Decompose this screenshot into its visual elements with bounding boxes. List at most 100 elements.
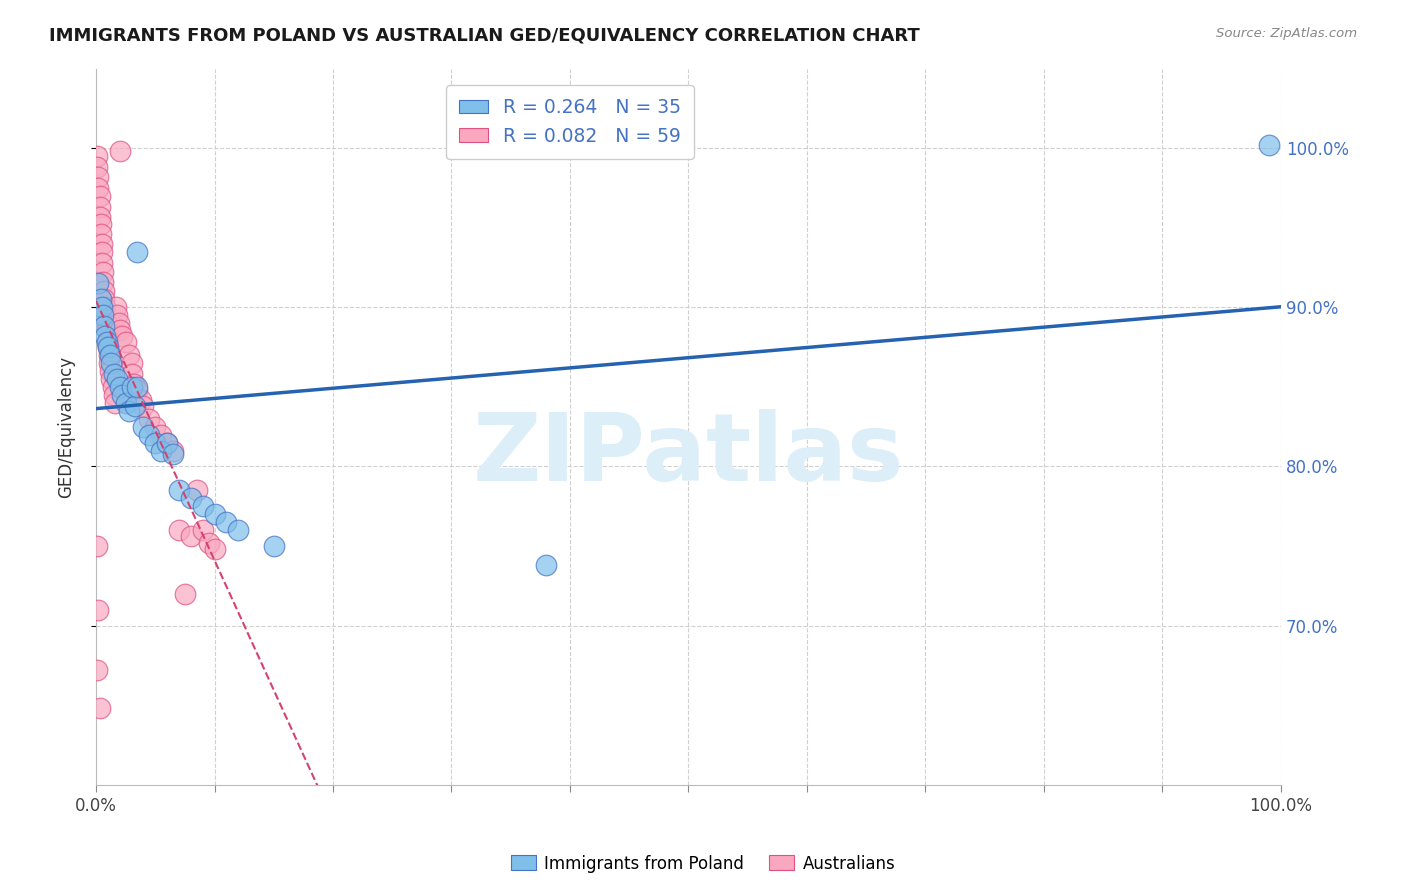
Point: [108, 380, 131, 394]
Point: [127, 244, 149, 259]
Point: [111, 329, 134, 343]
Point: [89, 210, 111, 224]
Point: [90, 293, 112, 307]
Point: [215, 515, 238, 529]
Point: [204, 542, 226, 557]
Point: [101, 380, 124, 394]
Point: [91, 300, 114, 314]
Point: [132, 419, 155, 434]
Point: [86, 539, 108, 553]
Point: [100, 356, 122, 370]
Point: [129, 392, 152, 407]
Point: [118, 348, 141, 362]
Point: [91, 244, 114, 259]
Point: [87, 169, 110, 184]
Point: [162, 447, 184, 461]
Point: [103, 367, 125, 381]
Point: [114, 335, 136, 350]
Point: [98, 356, 121, 370]
Legend: Immigrants from Poland, Australians: Immigrants from Poland, Australians: [505, 848, 901, 880]
Point: [87, 277, 110, 291]
Point: [86, 160, 108, 174]
Point: [156, 435, 179, 450]
Point: [89, 701, 111, 715]
Point: [96, 316, 118, 330]
Point: [143, 419, 166, 434]
Point: [97, 340, 120, 354]
Point: [100, 372, 122, 386]
Text: ZIPatlas: ZIPatlas: [472, 409, 904, 501]
Point: [91, 236, 114, 251]
Point: [89, 189, 111, 203]
Legend: R = 0.264   N = 35, R = 0.082   N = 59: R = 0.264 N = 35, R = 0.082 N = 59: [446, 85, 693, 159]
Point: [127, 380, 149, 394]
Point: [94, 308, 117, 322]
Point: [86, 149, 108, 163]
Point: [186, 483, 208, 498]
Point: [91, 308, 114, 322]
Point: [105, 300, 128, 314]
Point: [96, 335, 118, 350]
Point: [143, 435, 166, 450]
Point: [97, 332, 120, 346]
Point: [124, 399, 146, 413]
Point: [105, 308, 128, 322]
Point: [536, 558, 558, 573]
Point: [91, 256, 114, 270]
Point: [167, 483, 190, 498]
Point: [86, 663, 108, 677]
Point: [138, 427, 160, 442]
Point: [105, 372, 128, 386]
Point: [104, 396, 127, 410]
Point: [150, 427, 173, 442]
Point: [1258, 137, 1281, 152]
Point: [173, 587, 195, 601]
Point: [98, 348, 121, 362]
Point: [180, 491, 202, 506]
Point: [91, 265, 114, 279]
Point: [91, 275, 114, 289]
Y-axis label: GED/Equivalency: GED/Equivalency: [58, 356, 75, 498]
Point: [93, 285, 115, 299]
Point: [121, 380, 143, 394]
Point: [180, 529, 202, 543]
Point: [108, 145, 131, 159]
Point: [191, 500, 214, 514]
Point: [87, 602, 110, 616]
Point: [118, 403, 141, 417]
Point: [121, 356, 143, 370]
Point: [121, 367, 143, 381]
Point: [150, 443, 173, 458]
Text: IMMIGRANTS FROM POLAND VS AUSTRALIAN GED/EQUIVALENCY CORRELATION CHART: IMMIGRANTS FROM POLAND VS AUSTRALIAN GED…: [49, 27, 920, 45]
Point: [204, 507, 226, 521]
Point: [98, 364, 121, 378]
Point: [93, 293, 115, 307]
Point: [90, 227, 112, 241]
Point: [226, 523, 249, 537]
Point: [162, 443, 184, 458]
Point: [111, 388, 134, 402]
Point: [122, 376, 145, 391]
Point: [94, 300, 117, 314]
Point: [114, 396, 136, 410]
Point: [197, 536, 219, 550]
Point: [108, 322, 131, 336]
Point: [191, 523, 214, 537]
Point: [98, 348, 121, 362]
Point: [167, 523, 190, 537]
Point: [107, 316, 129, 330]
Point: [90, 218, 112, 232]
Point: [156, 435, 179, 450]
Point: [97, 340, 120, 354]
Point: [93, 319, 115, 334]
Point: [94, 329, 117, 343]
Point: [103, 388, 125, 402]
Point: [132, 399, 155, 413]
Point: [96, 324, 118, 338]
Point: [138, 411, 160, 425]
Point: [263, 539, 285, 553]
Text: Source: ZipAtlas.com: Source: ZipAtlas.com: [1216, 27, 1357, 40]
Point: [127, 383, 149, 397]
Point: [87, 181, 110, 195]
Point: [89, 200, 111, 214]
